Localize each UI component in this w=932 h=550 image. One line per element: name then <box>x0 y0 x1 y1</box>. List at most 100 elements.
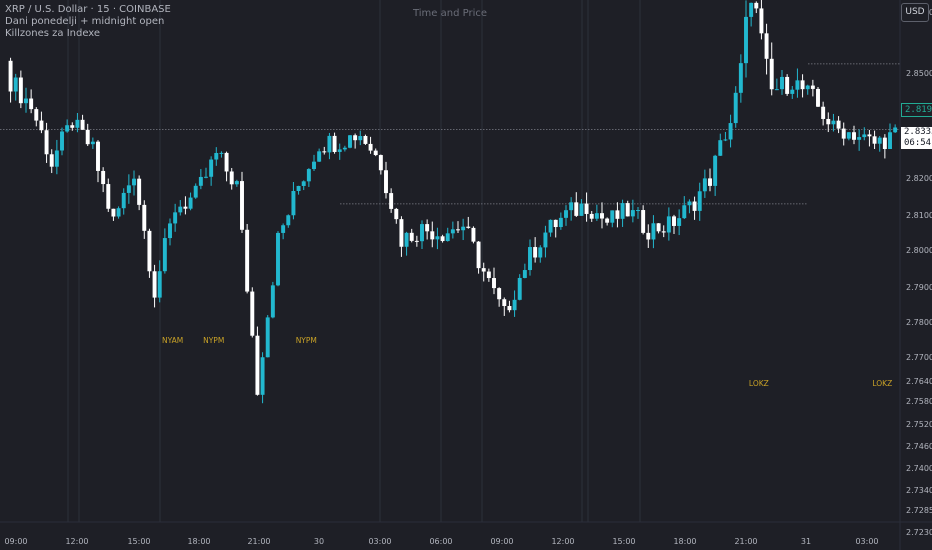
candle <box>888 123 892 150</box>
candle <box>157 260 162 303</box>
candle <box>111 208 116 221</box>
candle <box>296 185 301 195</box>
candle <box>615 202 620 228</box>
candle <box>44 122 49 163</box>
candle <box>281 223 286 240</box>
session-label: NYAM <box>162 336 183 345</box>
candle <box>594 204 599 221</box>
candle <box>528 239 532 276</box>
candle <box>682 196 687 220</box>
candle <box>548 219 553 237</box>
candle <box>420 220 424 249</box>
time-axis: 09:00 12:00 15:00 18:00 21:00 30 03:00 06:00 09:… <box>4 537 878 546</box>
symbol-title[interactable]: XRP / U.S. Dollar · 15 · COINBASE <box>5 4 171 15</box>
candle <box>389 188 394 213</box>
candle <box>713 154 718 196</box>
candle <box>579 199 584 216</box>
candle <box>399 216 404 257</box>
price-tick-label: 2.8500 <box>906 69 932 78</box>
candle <box>265 315 270 358</box>
indicator-killzones[interactable]: Killzones za Indexe <box>5 28 101 39</box>
candle <box>687 199 692 214</box>
candle <box>754 1 759 14</box>
candle <box>790 86 795 99</box>
candle <box>49 149 54 174</box>
candle <box>646 224 651 248</box>
candle <box>96 140 100 183</box>
candle <box>769 42 774 96</box>
candle <box>435 227 440 250</box>
candle <box>378 154 383 175</box>
candle <box>564 205 568 226</box>
candle <box>620 199 625 227</box>
candle <box>821 101 826 126</box>
candle <box>142 200 147 239</box>
candle <box>718 133 723 156</box>
candle <box>605 217 610 226</box>
candle <box>65 119 70 133</box>
current-price-label: 2.8196 <box>901 103 932 117</box>
candle <box>137 175 142 211</box>
reference-lines <box>0 63 900 205</box>
candle <box>312 154 316 172</box>
candle <box>543 225 548 258</box>
candle <box>774 78 779 91</box>
indicator-midnight-open[interactable]: Dani ponedelji + midnight open <box>5 16 165 27</box>
candle <box>404 231 409 256</box>
price-tick-label: 2.7285 <box>906 506 932 515</box>
candle <box>522 263 527 279</box>
candle <box>24 87 28 113</box>
candle <box>75 112 80 133</box>
candle <box>805 84 810 95</box>
chart-legend: XRP / U.S. Dollar · 15 · COINBASE Dani p… <box>5 4 171 40</box>
candle <box>610 210 615 228</box>
time-tick-label: 09:00 <box>490 537 513 546</box>
time-tick-label: 30 <box>314 537 324 546</box>
candle <box>600 202 604 229</box>
candle <box>101 167 106 193</box>
time-tick-label: 12:00 <box>551 537 574 546</box>
candle <box>785 74 790 96</box>
candle <box>744 0 748 78</box>
candle <box>852 125 856 145</box>
candle <box>656 223 661 234</box>
candle <box>641 205 646 235</box>
candle <box>219 151 224 158</box>
candle <box>168 218 172 246</box>
candle <box>337 143 342 160</box>
candle <box>198 169 203 190</box>
time-tick-label: 03:00 <box>368 537 391 546</box>
candle <box>245 223 250 294</box>
currency-button[interactable]: USD <box>901 3 929 22</box>
candle <box>569 197 574 221</box>
candle <box>229 168 234 190</box>
candle <box>409 228 414 243</box>
price-tick-label: 2.7800 <box>906 318 932 327</box>
session-label: LOKZ <box>749 379 769 388</box>
candle <box>121 188 126 215</box>
candlestick-series <box>8 0 898 404</box>
session-label: NYPM <box>203 336 224 345</box>
time-tick-label: 18:00 <box>187 537 210 546</box>
candle <box>173 203 178 232</box>
price-tick-label: 2.7900 <box>906 283 932 292</box>
candle <box>574 192 579 217</box>
candle <box>13 73 18 101</box>
time-tick-label: 18:00 <box>673 537 696 546</box>
time-tick-label: 15:00 <box>612 537 635 546</box>
candle <box>584 192 589 222</box>
candle <box>841 122 846 146</box>
candle <box>342 145 347 152</box>
candle <box>8 57 13 103</box>
candle <box>702 169 707 198</box>
candle <box>147 228 152 278</box>
candle <box>636 207 640 219</box>
candle <box>358 130 363 146</box>
candle <box>733 86 738 128</box>
candle <box>204 167 208 179</box>
candle <box>728 114 733 148</box>
candle <box>867 129 872 147</box>
candle <box>70 122 75 131</box>
candle <box>810 79 815 97</box>
